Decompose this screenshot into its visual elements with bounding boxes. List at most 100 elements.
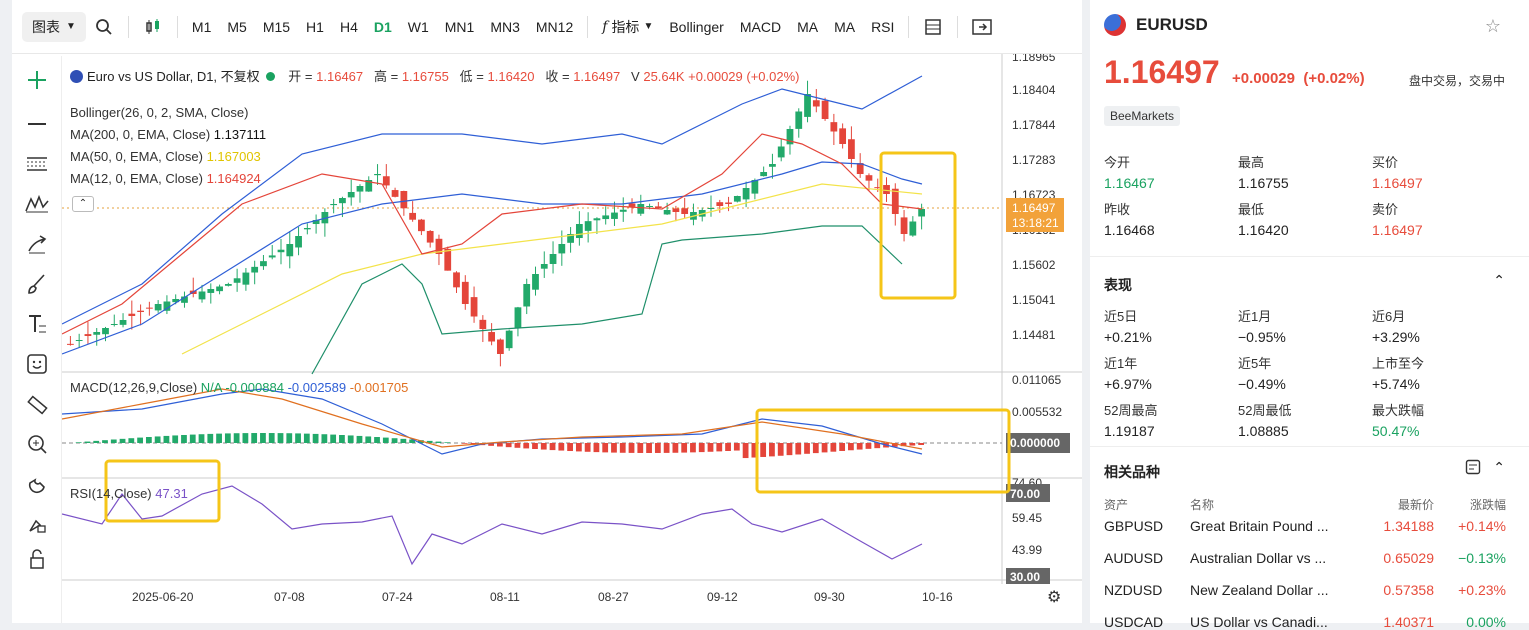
rsi-line xyxy=(62,486,922,564)
macd-bar xyxy=(400,439,406,443)
fullscreen-icon[interactable] xyxy=(964,12,1000,42)
candle-body xyxy=(611,213,618,219)
lock-icon[interactable] xyxy=(12,544,62,574)
related-title: 相关品种 xyxy=(1104,462,1160,482)
macd-bar xyxy=(857,443,863,450)
indicator-ma-button[interactable]: MA xyxy=(826,12,863,42)
timeframe-w1[interactable]: W1 xyxy=(400,12,437,42)
pattern-icon[interactable] xyxy=(12,184,62,224)
timeframe-h1[interactable]: H1 xyxy=(298,12,332,42)
candle-body xyxy=(637,204,644,214)
horizontal-line-icon[interactable] xyxy=(12,104,62,144)
ma50-label: MA(50, 0, EMA, Close) xyxy=(70,149,203,164)
chart-type-select[interactable]: 图表▼ xyxy=(22,12,86,42)
macd-bar xyxy=(190,435,196,443)
chevron-up-icon[interactable]: ⌃ xyxy=(1493,459,1505,476)
rsi-label: RSI(14,Close) xyxy=(70,486,152,501)
candlestick-icon[interactable] xyxy=(135,12,171,42)
toolbar-divider xyxy=(177,16,178,38)
broker-badge[interactable]: BeeMarkets xyxy=(1104,106,1180,126)
candle-body xyxy=(67,344,74,345)
crosshair-icon[interactable] xyxy=(12,56,62,104)
candle-body xyxy=(427,231,434,243)
settings-gear-icon[interactable]: ⚙ xyxy=(1047,587,1061,607)
macd-bar xyxy=(392,438,398,443)
date-tick-label: 08-27 xyxy=(598,590,629,604)
macd-bar xyxy=(269,433,275,443)
indicator-ma-button[interactable]: MA xyxy=(789,12,826,42)
ma50-value: 1.167003 xyxy=(207,149,261,164)
favorite-star-icon[interactable]: ☆ xyxy=(1485,16,1501,37)
arrow-tool-icon[interactable] xyxy=(12,224,62,264)
macd-value-3: -0.001705 xyxy=(350,380,409,395)
macd-legend: MACD(12,26,9,Close) N/A -0.000884 -0.002… xyxy=(70,380,408,395)
indicator-rsi-button[interactable]: RSI xyxy=(863,12,902,42)
timeframe-m15[interactable]: M15 xyxy=(255,12,298,42)
chevron-down-icon: ▼ xyxy=(643,21,653,32)
lock-draw-icon[interactable] xyxy=(12,504,62,544)
search-icon[interactable] xyxy=(86,12,122,42)
timeframe-mn1[interactable]: MN1 xyxy=(437,12,483,42)
magnet-icon[interactable] xyxy=(12,464,62,504)
chevron-up-icon[interactable]: ⌃ xyxy=(1493,272,1505,289)
open-label: 开 = xyxy=(288,69,312,84)
candle-body xyxy=(804,94,811,117)
timeframe-h4[interactable]: H4 xyxy=(332,12,366,42)
eu-flag-icon xyxy=(70,70,83,83)
stat-value: 1.16497 xyxy=(1372,222,1506,238)
timeframe-m5[interactable]: M5 xyxy=(219,12,254,42)
volume-value: 25.64K xyxy=(643,69,684,84)
indicator-bollinger-button[interactable]: Bollinger xyxy=(661,12,731,42)
indicator-macd-button[interactable]: MACD xyxy=(732,12,789,42)
macd-bar xyxy=(813,443,819,453)
candle-body xyxy=(602,215,609,219)
stat-label: 近1月 xyxy=(1238,306,1372,325)
timeframe-m1[interactable]: M1 xyxy=(184,12,219,42)
macd-bar xyxy=(497,443,503,447)
candle-body xyxy=(664,210,671,214)
quote-header: EURUSD xyxy=(1104,14,1208,36)
macd-bar xyxy=(286,433,292,443)
macd-bar xyxy=(506,443,512,447)
ma200-legend: MA(200, 0, EMA, Close) 1.137111 xyxy=(70,127,266,142)
candle-body xyxy=(479,320,486,329)
chart-legend-ohlc: Euro vs US Dollar, D1, 不复权 开 = 1.16467 高… xyxy=(70,66,799,85)
zoom-in-icon[interactable] xyxy=(12,424,62,464)
emoji-icon[interactable] xyxy=(12,344,62,384)
candle-body xyxy=(848,139,855,159)
macd-tick-label: 0.005532 xyxy=(1012,405,1062,419)
col-price: 最新价 xyxy=(1346,496,1434,513)
collapse-legend-button[interactable]: ⌃ xyxy=(72,196,94,212)
low-value: 1.16420 xyxy=(488,69,535,84)
timeframe-mn12[interactable]: MN12 xyxy=(528,12,581,42)
fib-lines-icon[interactable] xyxy=(12,144,62,184)
macd-bar xyxy=(357,436,363,443)
related-asset: USDCAD xyxy=(1104,614,1190,630)
candle-body xyxy=(120,320,127,325)
ruler-icon[interactable] xyxy=(12,384,62,424)
candle-body xyxy=(392,190,399,197)
candle-body xyxy=(409,213,416,220)
candle-body xyxy=(576,224,583,238)
related-chg: +0.14% xyxy=(1434,518,1506,534)
brush-icon[interactable] xyxy=(12,264,62,304)
chart-area[interactable]: 1.189651.184041.178441.172831.167231.161… xyxy=(62,54,1082,623)
layout-icon[interactable] xyxy=(915,12,951,42)
timeframe-mn3[interactable]: MN3 xyxy=(482,12,528,42)
macd-bar xyxy=(594,443,600,452)
text-tool-icon[interactable] xyxy=(12,304,62,344)
macd-bar xyxy=(804,443,810,454)
macd-bar xyxy=(681,443,687,453)
notes-icon[interactable] xyxy=(1465,459,1481,480)
macd-bar xyxy=(655,443,661,453)
timeframe-d1[interactable]: D1 xyxy=(366,12,400,42)
